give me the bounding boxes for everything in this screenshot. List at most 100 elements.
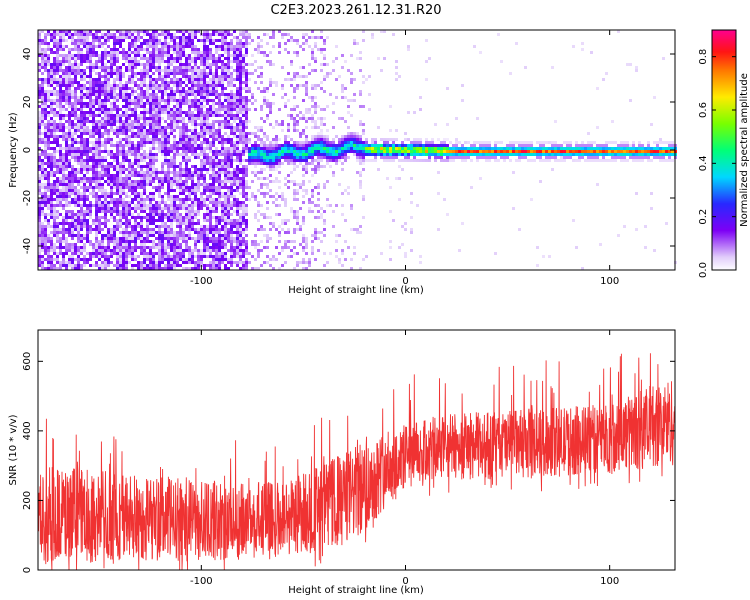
heatmap-cell xyxy=(119,171,122,174)
heatmap-cell xyxy=(65,141,68,144)
heatmap-cell xyxy=(269,144,272,147)
heatmap-cell xyxy=(191,210,194,213)
heatmap-cell xyxy=(275,135,278,138)
heatmap-cell xyxy=(212,108,215,111)
heatmap-cell xyxy=(179,237,182,240)
heatmap-cell xyxy=(116,75,119,78)
heatmap-cell xyxy=(131,99,134,102)
heatmap-cell xyxy=(65,216,68,219)
heatmap-cell xyxy=(296,183,299,186)
heatmap-cell xyxy=(230,225,233,228)
heatmap-cell xyxy=(182,30,185,33)
heatmap-cell xyxy=(206,96,209,99)
heatmap-cell xyxy=(107,30,110,33)
heatmap-cell xyxy=(122,177,125,180)
heatmap-cell xyxy=(164,174,167,177)
heatmap-cell xyxy=(182,126,185,129)
heatmap-cell xyxy=(110,144,113,147)
heatmap-cell xyxy=(155,69,158,72)
heatmap-cell xyxy=(80,39,83,42)
heatmap-cell xyxy=(143,42,146,45)
heatmap-cell xyxy=(233,159,236,162)
heatmap-cell xyxy=(59,264,62,267)
heatmap-cell xyxy=(56,45,59,48)
heatmap-cell xyxy=(110,60,113,63)
heatmap-cell xyxy=(41,87,44,90)
heatmap-cell xyxy=(221,258,224,261)
heatmap-cell xyxy=(194,75,197,78)
heatmap-cell xyxy=(119,162,122,165)
heatmap-cell xyxy=(164,78,167,81)
heatmap-cell xyxy=(236,234,239,237)
heatmap-cell xyxy=(248,90,251,93)
heatmap-cell xyxy=(137,147,140,150)
heatmap-cell xyxy=(209,255,212,258)
heatmap-cell xyxy=(116,192,119,195)
heatmap-cell xyxy=(128,135,131,138)
heatmap-cell xyxy=(137,39,140,42)
heatmap-cell xyxy=(56,42,59,45)
heatmap-cell xyxy=(134,96,137,99)
heatmap-cell xyxy=(74,171,77,174)
heatmap-cell xyxy=(167,51,170,54)
heatmap-cell xyxy=(212,81,215,84)
heatmap-cell xyxy=(167,138,170,141)
heatmap-cell xyxy=(191,129,194,132)
heatmap-cell xyxy=(191,180,194,183)
heatmap-cell xyxy=(137,135,140,138)
heatmap-cell xyxy=(203,78,206,81)
heatmap-cell xyxy=(107,234,110,237)
heatmap-cell xyxy=(194,255,197,258)
heatmap-cell xyxy=(56,267,59,270)
heatmap-cell xyxy=(44,63,47,66)
heatmap-cell xyxy=(221,135,224,138)
heatmap-cell xyxy=(173,165,176,168)
heatmap-cell xyxy=(56,177,59,180)
heatmap-cell xyxy=(44,33,47,36)
heatmap-cell xyxy=(230,234,233,237)
heatmap-cell xyxy=(158,120,161,123)
heatmap-cell xyxy=(119,72,122,75)
heatmap-cell xyxy=(164,102,167,105)
heatmap-cell xyxy=(164,159,167,162)
heatmap-cell xyxy=(146,42,149,45)
heatmap-cell xyxy=(146,69,149,72)
heatmap-cell xyxy=(221,39,224,42)
heatmap-cell xyxy=(95,195,98,198)
heatmap-cell xyxy=(209,195,212,198)
heatmap-cell xyxy=(209,249,212,252)
heatmap-cell xyxy=(101,201,104,204)
heatmap-cell xyxy=(167,87,170,90)
heatmap-cell xyxy=(143,117,146,120)
heatmap-cell xyxy=(242,153,245,156)
heatmap-cell xyxy=(167,216,170,219)
heatmap-cell xyxy=(203,90,206,93)
heatmap-cell xyxy=(68,216,71,219)
heatmap-cell xyxy=(194,186,197,189)
heatmap-cell xyxy=(86,105,89,108)
heatmap-cell xyxy=(281,66,284,69)
heatmap-cell xyxy=(200,117,203,120)
heatmap-cell xyxy=(101,243,104,246)
heatmap-cell xyxy=(68,96,71,99)
heatmap-cell xyxy=(140,105,143,108)
heatmap-cell xyxy=(203,249,206,252)
heatmap-cell xyxy=(158,63,161,66)
heatmap-cell xyxy=(65,72,68,75)
heatmap-cell xyxy=(194,45,197,48)
heatmap-cell xyxy=(125,168,128,171)
heatmap-cell xyxy=(71,219,74,222)
heatmap-cell xyxy=(188,216,191,219)
heatmap-cell xyxy=(188,189,191,192)
heatmap-cell xyxy=(254,48,257,51)
heatmap-cell xyxy=(218,255,221,258)
heatmap-cell xyxy=(197,72,200,75)
heatmap-cell xyxy=(98,81,101,84)
heatmap-cell xyxy=(101,252,104,255)
heatmap-cell xyxy=(260,228,263,231)
heatmap-cell xyxy=(80,240,83,243)
heatmap-cell xyxy=(239,132,242,135)
heatmap-cell xyxy=(104,252,107,255)
heatmap-cell xyxy=(182,117,185,120)
heatmap-cell xyxy=(173,216,176,219)
